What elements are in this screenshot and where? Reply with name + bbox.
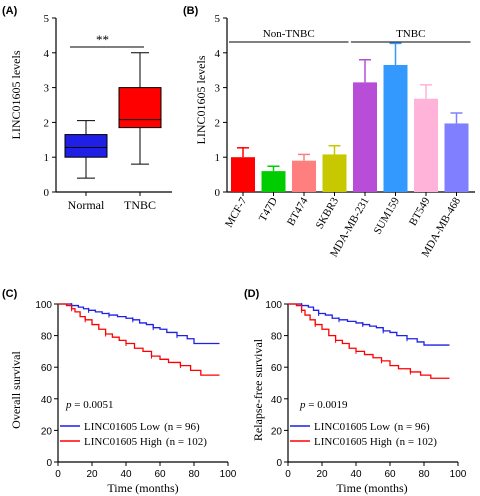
panel-c: (C) Overall survival Time (months) 0 20 40… <box>2 288 237 495</box>
panel-c-xtick-label: 100 <box>220 469 237 480</box>
panel-c-xtick-label: 60 <box>154 469 166 480</box>
bar-mda-mb-468 <box>444 123 469 192</box>
panel-d-ylabel: Relapse-free survival <box>251 338 265 441</box>
panel-b-xtick-label: T47D <box>257 195 280 223</box>
bar-mda-mb-231 <box>353 82 377 192</box>
panel-d-xtick-label: 20 <box>316 469 328 480</box>
panel-d-ytick-label: 100 <box>265 300 282 311</box>
panel-label-c: (C) <box>2 288 18 300</box>
panel-a: (A) LINC01605 levels 0 1 2 3 4 5 Normal TNBC *… <box>2 5 172 212</box>
panel-label-d: (D) <box>244 288 260 300</box>
panel-b-xtick-label: SKBR3 <box>314 195 342 231</box>
panel-a-ytick-label: 5 <box>44 13 50 25</box>
panel-d-p-number: = 0.0019 <box>306 399 348 411</box>
panel-d-curve-low <box>288 303 450 346</box>
bar-bt474 <box>292 160 316 192</box>
panel-b-xtick-label: MCF-7 <box>223 195 250 229</box>
box-tnbc <box>118 87 162 129</box>
panel-a-ytick-label: 1 <box>44 152 50 164</box>
panel-c-ytick-label: 40 <box>41 395 53 406</box>
panel-b-group-label: TNBC <box>396 28 425 40</box>
panel-b-ytick-label: 5 <box>215 13 221 25</box>
panel-d-legend-entry: LINC01605 Low (n = 96) <box>314 421 430 433</box>
panel-d-xtick-label: 60 <box>384 469 396 480</box>
panel-c-ytick-label: 20 <box>41 426 53 437</box>
bar-t47d <box>261 171 286 192</box>
panel-c-xtick-label: 80 <box>188 469 200 480</box>
panel-d-xlabel: Time (months) <box>336 481 407 495</box>
panel-d-xtick-label: 80 <box>418 469 430 480</box>
panel-c-legend-entry: LINC01605 Low (n = 96) <box>84 421 200 433</box>
panel-d: (D) Relapse-free survival Time (months) … <box>244 288 467 495</box>
panel-a-xtick-label: TNBC <box>124 198 156 212</box>
box-normal <box>64 134 108 158</box>
panel-d-xtick-label: 100 <box>450 469 467 480</box>
panel-d-ytick-label: 60 <box>271 363 283 374</box>
panel-b-ytick-label: 2 <box>215 117 221 129</box>
panel-d-p-symbol: p <box>299 399 306 411</box>
panel-c-ytick-label: 80 <box>41 332 53 343</box>
bar-bt549 <box>414 98 438 192</box>
panel-a-ytick-label: 3 <box>44 83 50 95</box>
panel-d-pvalue: p = 0.0019 <box>299 399 348 411</box>
panel-b-xtick-label: BT549 <box>407 195 433 228</box>
panel-d-ytick-label: 20 <box>271 426 283 437</box>
panel-c-legend-name: LINC01605 High <box>84 436 162 448</box>
panel-c-legend-n: (n = 102) <box>166 436 207 448</box>
panel-b-xtick-label: BT474 <box>285 195 311 228</box>
bar-skbr3 <box>322 154 347 192</box>
panel-b: (B) LINC01605 levels 0 1 2 3 4 5 MCF-7 T47D BT4… <box>183 5 475 259</box>
panel-c-p-symbol: p <box>65 399 72 411</box>
panel-b-ytick-label: 1 <box>215 152 221 164</box>
panel-c-xtick-label: 0 <box>55 469 61 480</box>
bar-sum159 <box>383 64 408 192</box>
panel-c-curve-low <box>58 303 220 345</box>
panel-a-ytick-label: 0 <box>44 187 50 199</box>
panel-d-legend-entry: LINC01605 High (n = 102) <box>314 436 437 448</box>
panel-c-pvalue: p = 0.0051 <box>65 399 113 411</box>
panel-c-ytick-label: 100 <box>35 300 52 311</box>
panel-a-ylabel: LINC01605 levels <box>9 50 23 139</box>
panel-c-xtick-label: 40 <box>120 469 132 480</box>
panel-c-legend-n: (n = 96) <box>164 421 200 433</box>
panel-label-b: (B) <box>183 5 199 17</box>
panel-c-p-number: = 0.0051 <box>72 399 114 411</box>
panel-b-ytick-label: 0 <box>215 187 221 199</box>
panel-b-ytick-label: 4 <box>215 48 221 60</box>
bar-mcf-7 <box>231 157 255 192</box>
panel-d-ytick-label: 0 <box>276 458 282 469</box>
panel-c-legend-entry: LINC01605 High (n = 102) <box>84 436 207 448</box>
panel-b-ylabel: LINC01605 levels <box>194 55 208 144</box>
panel-b-xtick-label: SUM159 <box>372 195 403 236</box>
panel-c-ytick-label: 60 <box>41 363 53 374</box>
panel-b-group-label: Non-TNBC <box>263 28 315 40</box>
panel-a-xtick-label: Normal <box>68 198 105 212</box>
panel-c-xlabel: Time (months) <box>107 481 178 495</box>
panel-d-ytick-label: 80 <box>271 332 283 343</box>
panel-d-xtick-label: 40 <box>350 469 362 480</box>
panel-d-ytick-label: 40 <box>271 395 283 406</box>
panel-d-legend-name: LINC01605 Low <box>314 421 390 433</box>
panel-label-a: (A) <box>2 5 18 17</box>
panel-d-legend-n: (n = 102) <box>396 436 437 448</box>
panel-c-ytick-label: 0 <box>46 458 52 469</box>
panel-a-ytick-label: 4 <box>44 48 50 60</box>
panel-d-curve-high <box>288 303 450 379</box>
panel-d-legend-name: LINC01605 High <box>314 436 392 448</box>
panel-d-legend-n: (n = 96) <box>394 421 430 433</box>
panel-c-xtick-label: 20 <box>86 469 98 480</box>
panel-d-xtick-label: 0 <box>285 469 291 480</box>
panel-c-legend-name: LINC01605 Low <box>84 421 160 433</box>
panel-c-curve-high <box>58 303 220 376</box>
panel-c-ylabel: Overall survival <box>9 351 23 429</box>
panel-b-ytick-label: 3 <box>215 83 221 95</box>
panel-a-ytick-label: 2 <box>44 117 50 129</box>
panel-a-significance: ** <box>96 32 109 47</box>
